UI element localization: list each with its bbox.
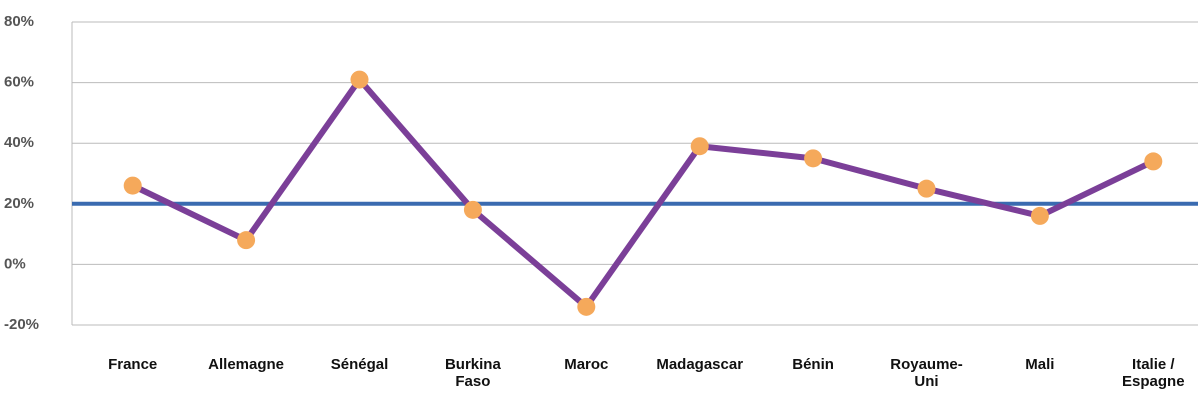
y-tick-label: 40% xyxy=(4,134,34,151)
x-tick-label: Mali xyxy=(1025,356,1055,373)
x-tick-label: Maroc xyxy=(564,356,609,373)
data-point xyxy=(123,176,142,195)
x-tick-label: Burkina Faso xyxy=(444,356,501,390)
data-point xyxy=(350,70,369,89)
y-tick-label: 0% xyxy=(4,255,26,272)
y-tick-label: 20% xyxy=(4,195,34,212)
x-tick-label: Allemagne xyxy=(208,356,285,373)
data-point xyxy=(577,297,596,316)
data-point xyxy=(690,137,709,156)
y-tick-label: -20% xyxy=(4,316,39,333)
x-tick-label: Royaume-Uni xyxy=(890,356,963,390)
x-tick-label: Sénégal xyxy=(330,356,389,373)
data-point xyxy=(917,179,936,198)
data-point xyxy=(237,231,256,250)
data-point xyxy=(1144,152,1163,171)
x-tick-label: Madagascar xyxy=(656,356,744,373)
data-point xyxy=(804,149,823,168)
data-point xyxy=(463,200,482,219)
x-tick-label: Bénin xyxy=(792,356,834,373)
y-tick-label: 80% xyxy=(4,13,34,30)
y-tick-label: 60% xyxy=(4,74,34,91)
data-point xyxy=(1030,206,1049,225)
x-tick-label: Italie / Espagne xyxy=(1122,356,1185,390)
x-tick-label: France xyxy=(108,356,158,373)
data-line xyxy=(131,76,1155,310)
